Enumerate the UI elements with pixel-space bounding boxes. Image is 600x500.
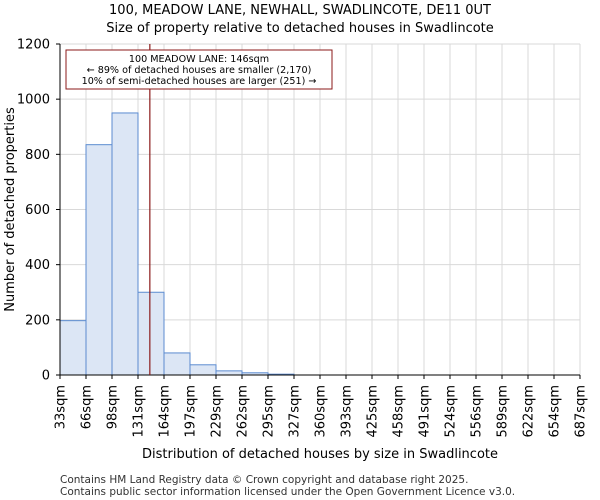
x-tick-label: 66sqm [80, 385, 95, 429]
x-tick-label: 197sqm [184, 385, 199, 438]
y-tick-label: 200 [25, 313, 50, 328]
histogram-bar [111, 112, 139, 376]
x-tick-label: 131sqm [132, 385, 147, 438]
x-tick-label: 425sqm [366, 385, 381, 438]
annotation-line: 100 MEADOW LANE: 146sqm [129, 54, 269, 65]
y-tick-label: 1200 [17, 38, 50, 53]
histogram-bar [163, 352, 191, 376]
x-tick-label: 393sqm [340, 385, 355, 438]
histogram-bar [215, 370, 243, 376]
histogram-bar [59, 320, 87, 376]
x-tick-label: 687sqm [574, 385, 589, 438]
annotation-line: 10% of semi-detached houses are larger (… [82, 76, 317, 87]
y-tick-label: 800 [25, 148, 50, 163]
histogram-bar [85, 144, 113, 376]
y-tick-label: 600 [25, 203, 50, 218]
x-tick-label: 360sqm [314, 385, 329, 438]
histogram-bar [137, 291, 165, 376]
x-tick-label: 33sqm [54, 385, 69, 429]
chart-subtitle: Size of property relative to detached ho… [106, 21, 494, 36]
x-tick-label: 556sqm [470, 385, 485, 438]
x-tick-label: 491sqm [418, 385, 433, 438]
annotation-box [65, 49, 333, 90]
footer-line-1: Contains HM Land Registry data © Crown c… [60, 474, 469, 486]
x-tick-label: 589sqm [496, 385, 511, 438]
y-tick-label: 400 [25, 258, 50, 273]
x-tick-label: 524sqm [444, 385, 459, 438]
x-tick-label: 229sqm [210, 385, 225, 438]
histogram-bar [189, 364, 217, 376]
chart-title: 100, MEADOW LANE, NEWHALL, SWADLINCOTE, … [109, 3, 491, 18]
y-tick-label: 1000 [17, 93, 50, 108]
x-tick-label: 98sqm [106, 385, 121, 429]
annotation-line: ← 89% of detached houses are smaller (2,… [87, 65, 312, 76]
x-tick-label: 327sqm [288, 385, 303, 438]
x-tick-label: 458sqm [392, 385, 407, 438]
footer-line-2: Contains public sector information licen… [60, 486, 516, 498]
x-tick-label: 295sqm [262, 385, 277, 438]
x-tick-label: 622sqm [522, 385, 537, 438]
x-tick-label: 164sqm [158, 385, 173, 438]
x-axis-title: Distribution of detached houses by size … [142, 447, 498, 462]
y-axis-title: Number of detached properties [3, 107, 18, 312]
y-tick-label: 0 [42, 369, 50, 384]
x-tick-label: 654sqm [548, 385, 563, 438]
x-tick-label: 262sqm [236, 385, 251, 438]
